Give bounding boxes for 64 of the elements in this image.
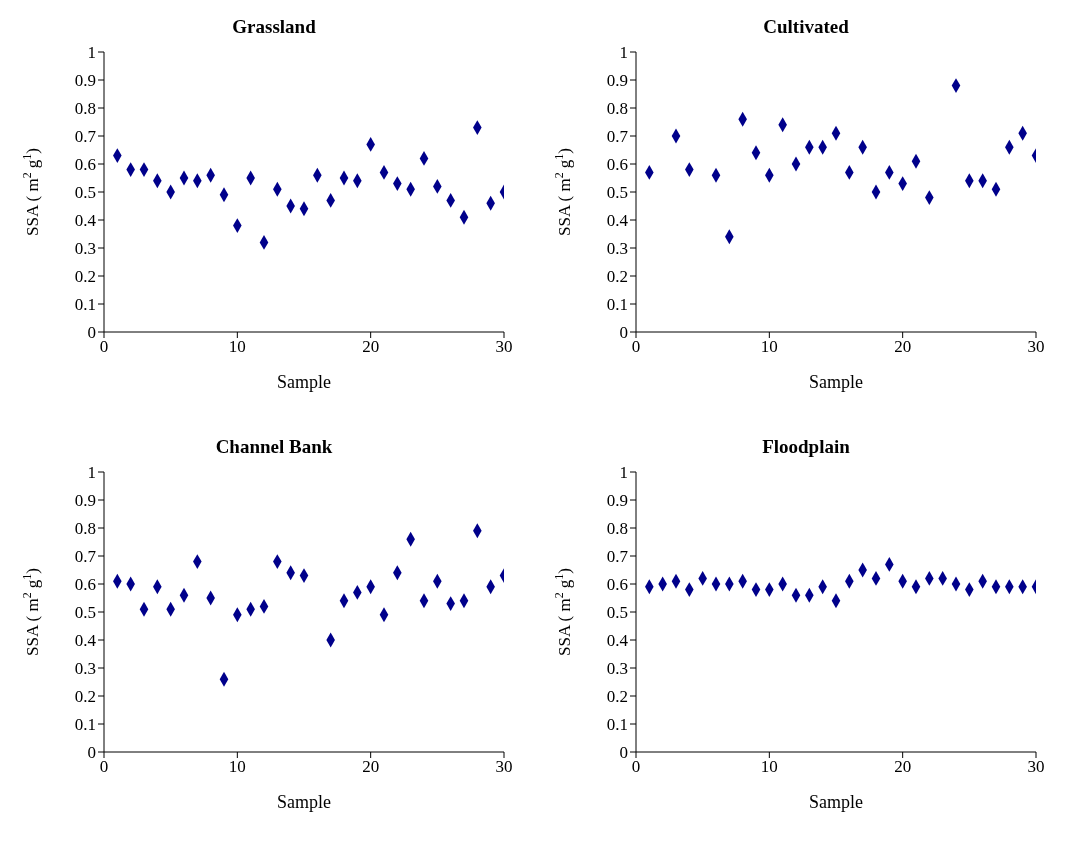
x-axis-title: Sample xyxy=(277,792,331,812)
y-tick-label: 0.5 xyxy=(606,183,628,203)
y-tick-label: 0.3 xyxy=(606,239,628,259)
y-tick-label: 0.8 xyxy=(74,519,96,539)
y-tick-label: 0.5 xyxy=(606,603,628,623)
y-tick-label: 0.6 xyxy=(74,575,96,595)
y-tick-label: 0.1 xyxy=(74,715,96,735)
x-tick-label: 20 xyxy=(362,757,380,777)
x-axis-title: Sample xyxy=(809,372,863,392)
y-tick-label: 0.6 xyxy=(606,575,628,595)
chart-title: Channel Bank xyxy=(215,436,333,458)
y-tick-label: 0.5 xyxy=(74,183,96,203)
y-tick-label: 0.4 xyxy=(606,211,629,231)
y-tick-label: 0.9 xyxy=(606,71,628,91)
x-tick-label: 20 xyxy=(894,757,912,777)
y-tick-label: 0.7 xyxy=(74,127,97,147)
y-tick-label: 0.3 xyxy=(74,659,96,679)
chart-title: Grassland xyxy=(232,16,316,38)
x-tick-label: 20 xyxy=(362,337,380,357)
y-tick-label: 0 xyxy=(87,323,96,343)
y-tick-label: 0.7 xyxy=(74,547,97,567)
y-tick-label: 0.1 xyxy=(74,295,96,315)
x-tick-label: 30 xyxy=(495,757,513,777)
y-tick-label: 0.7 xyxy=(606,127,629,147)
y-tick-label: 0.2 xyxy=(74,687,96,707)
x-axis-title: Sample xyxy=(277,372,331,392)
y-tick-label: 0.6 xyxy=(74,155,96,175)
y-tick-label: 1 xyxy=(87,43,96,63)
y-tick-label: 0.4 xyxy=(606,631,629,651)
x-tick-label: 10 xyxy=(760,337,778,357)
x-tick-label: 10 xyxy=(228,337,246,357)
y-tick-label: 0.8 xyxy=(606,519,628,539)
y-tick-label: 0.3 xyxy=(606,659,628,679)
y-tick-label: 0.8 xyxy=(606,99,628,119)
y-tick-label: 0.2 xyxy=(74,267,96,287)
x-tick-label: 30 xyxy=(1027,757,1045,777)
x-tick-label: 10 xyxy=(228,757,246,777)
y-tick-label: 0.9 xyxy=(74,71,96,91)
chart-title: Floodplain xyxy=(762,436,850,458)
y-tick-label: 1 xyxy=(619,463,628,483)
y-tick-label: 0.7 xyxy=(606,547,629,567)
y-tick-label: 0.3 xyxy=(74,239,96,259)
y-tick-label: 0.8 xyxy=(74,99,96,119)
y-tick-label: 0.1 xyxy=(606,295,628,315)
y-tick-label: 0.9 xyxy=(606,491,628,511)
y-tick-label: 0.5 xyxy=(74,603,96,623)
x-axis-title: Sample xyxy=(809,792,863,812)
x-tick-label: 30 xyxy=(495,337,513,357)
y-tick-label: 0.9 xyxy=(74,491,96,511)
y-tick-label: 0.2 xyxy=(606,267,628,287)
x-tick-label: 30 xyxy=(1027,337,1045,357)
y-tick-label: 1 xyxy=(87,463,96,483)
y-tick-label: 0 xyxy=(619,743,628,763)
y-tick-label: 0 xyxy=(619,323,628,343)
chart-title: Cultivated xyxy=(763,16,849,38)
y-tick-label: 0.6 xyxy=(606,155,628,175)
y-tick-label: 0.4 xyxy=(74,211,97,231)
y-tick-label: 0.1 xyxy=(606,715,628,735)
y-tick-label: 0.2 xyxy=(606,687,628,707)
x-tick-label: 20 xyxy=(894,337,912,357)
y-tick-label: 1 xyxy=(619,43,628,63)
y-tick-label: 0.4 xyxy=(74,631,97,651)
x-tick-label: 10 xyxy=(760,757,778,777)
y-tick-label: 0 xyxy=(87,743,96,763)
